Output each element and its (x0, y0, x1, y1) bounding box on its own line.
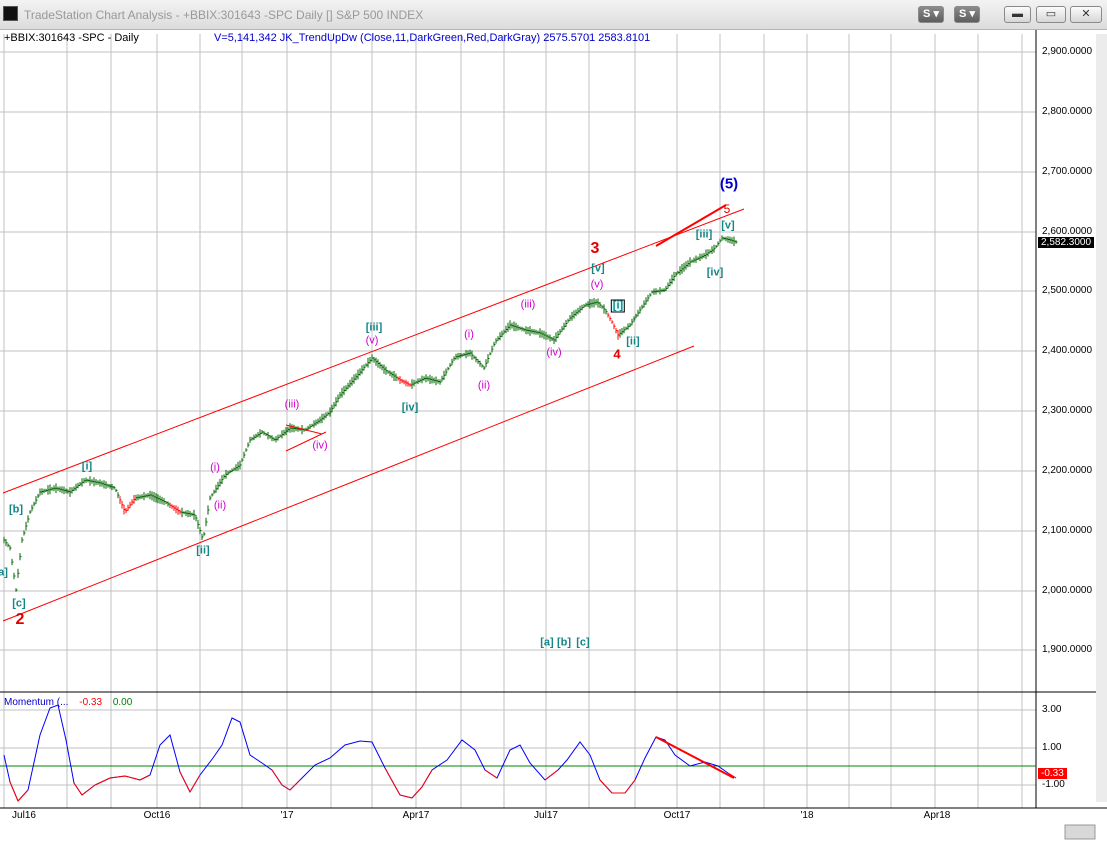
wave-iv-late: [iv] (706, 266, 724, 279)
wave-i-after-4: [i] (610, 299, 626, 313)
momentum-zero-value: 0.00 (112, 697, 133, 708)
price-label-2300: 2,300.0000 (1042, 405, 1093, 416)
wave-ii-minor-2: (ii) (477, 379, 491, 392)
title-bar: TradeStation Chart Analysis - +BBIX:3016… (0, 0, 1107, 30)
wave-iii-minor-2: (iii) (520, 298, 536, 311)
price-label-2500: 2,500.0000 (1042, 285, 1093, 296)
momentum-title: Momentum (... (4, 697, 69, 708)
wave-2: 2 (15, 611, 25, 628)
wave-iii-major: [iii] (365, 321, 383, 334)
app-icon (3, 6, 18, 21)
close-icon: ✕ (1081, 8, 1091, 20)
price-label-2100: 2,100.0000 (1042, 525, 1093, 536)
wave-v-minor-1: (v) (365, 334, 379, 347)
wave-abc-c: [c] (576, 636, 590, 649)
momentum-axis-3: 3.00 (1042, 704, 1062, 715)
wave-iv-minor-1: (iv) (312, 439, 328, 452)
chart-grid (0, 34, 1036, 808)
price-label-2700: 2,700.0000 (1042, 166, 1093, 177)
maximize-icon: ▭ (1045, 8, 1057, 20)
wave-i-major: [i] (81, 460, 93, 473)
wave-ii-major: [ii] (196, 544, 210, 557)
strategy-button[interactable]: S ▾ (954, 6, 980, 23)
price-label-2400: 2,400.0000 (1042, 345, 1093, 356)
wave-v-major: [v] (591, 262, 605, 275)
time-label-oct17: Oct17 (663, 810, 691, 821)
momentum-value: -0.33 (79, 697, 103, 708)
momentum-label: Momentum (... -0.33 0.00 (4, 697, 132, 709)
maximize-button[interactable]: ▭ (1036, 6, 1066, 23)
chart-area[interactable] (0, 30, 1107, 841)
wave-iv-major: [iv] (401, 401, 419, 414)
symbol-label: +BBIX:301643 -SPC - Daily (4, 32, 139, 44)
time-label-18: '18 (800, 810, 814, 821)
dropdown-arrow-icon: ▾ (969, 8, 975, 20)
minimize-button[interactable]: ▬ (1004, 6, 1031, 23)
wave-ii-after-4: [ii] (626, 335, 640, 348)
wave-abc-b: [b] (556, 636, 572, 649)
symbol-link-button[interactable]: S ▾ (918, 6, 944, 23)
time-label-apr17: Apr17 (402, 810, 430, 821)
price-label-2600: 2,600.0000 (1042, 226, 1093, 237)
wave-3: 3 (590, 240, 600, 257)
momentum-divergence-line (655, 736, 735, 779)
triangle-upper-line (285, 424, 323, 435)
last-price-badge: 2,582.3000 (1038, 237, 1095, 248)
wave-a-left: a] (0, 566, 8, 579)
price-label-2200: 2,200.0000 (1042, 465, 1093, 476)
price-label-2000: 2,000.0000 (1042, 585, 1093, 596)
channel-upper-line (2, 208, 745, 494)
time-label-17: '17 (280, 810, 294, 821)
wave-ii-minor-1: (ii) (213, 499, 227, 512)
wave-v-minor-2: (v) (590, 278, 604, 291)
wave-v-late: [v] (721, 219, 735, 232)
triangle-lower-line (285, 431, 327, 452)
indicator-label: V=5,141,342 JK_TrendUpDw (Close,11,DarkG… (214, 32, 650, 44)
wave-5-red: 5 (723, 202, 731, 216)
price-label-2900: 2,900.0000 (1042, 46, 1093, 57)
time-label-jul16: Jul16 (12, 810, 36, 821)
time-label-oct16: Oct16 (143, 810, 171, 821)
wave5-trendline (655, 204, 727, 247)
momentum-last-badge: -0.33 (1038, 768, 1067, 779)
wave-iii-minor-1: (iii) (284, 398, 300, 411)
channel-lower-line (2, 345, 695, 622)
wave-i-minor-1: (i) (210, 461, 220, 474)
momentum-line-red (9, 767, 737, 802)
trend-channel (2, 204, 745, 622)
symbol-link-label: S (923, 8, 931, 20)
wave-b-left: [b] (8, 503, 24, 516)
wave-i-minor-2: (i) (464, 328, 474, 341)
time-label-jul17: Jul17 (534, 810, 558, 821)
window-title: TradeStation Chart Analysis - +BBIX:3016… (24, 8, 424, 22)
wave-c-left: [c] (12, 597, 26, 610)
momentum-axis-1: 1.00 (1042, 742, 1062, 753)
momentum-axis-neg1: -1.00 (1042, 779, 1065, 790)
momentum-line (3, 704, 737, 802)
wave-iii-late: [iii] (695, 228, 713, 241)
dropdown-arrow-icon: ▾ (933, 8, 939, 20)
price-label-2800: 2,800.0000 (1042, 106, 1093, 117)
close-button[interactable]: ✕ (1070, 6, 1102, 23)
wave-5-blue: (5) (719, 175, 739, 193)
wave-4: 4 (613, 346, 621, 362)
minimize-icon: ▬ (1012, 8, 1023, 20)
right-scrollbar[interactable] (1096, 34, 1107, 802)
price-label-1900: 1,900.0000 (1042, 644, 1093, 655)
time-label-apr18: Apr18 (923, 810, 951, 821)
wave-abc-a: [a] (540, 636, 554, 649)
price-bars (3, 235, 738, 592)
indicator-text: V=5,141,342 JK_TrendUpDw (Close,11,DarkG… (214, 32, 651, 44)
strategy-label: S (959, 8, 967, 20)
horizontal-scroll-thumb[interactable] (1064, 824, 1096, 840)
wave-iv-minor-2: (iv) (546, 346, 562, 359)
